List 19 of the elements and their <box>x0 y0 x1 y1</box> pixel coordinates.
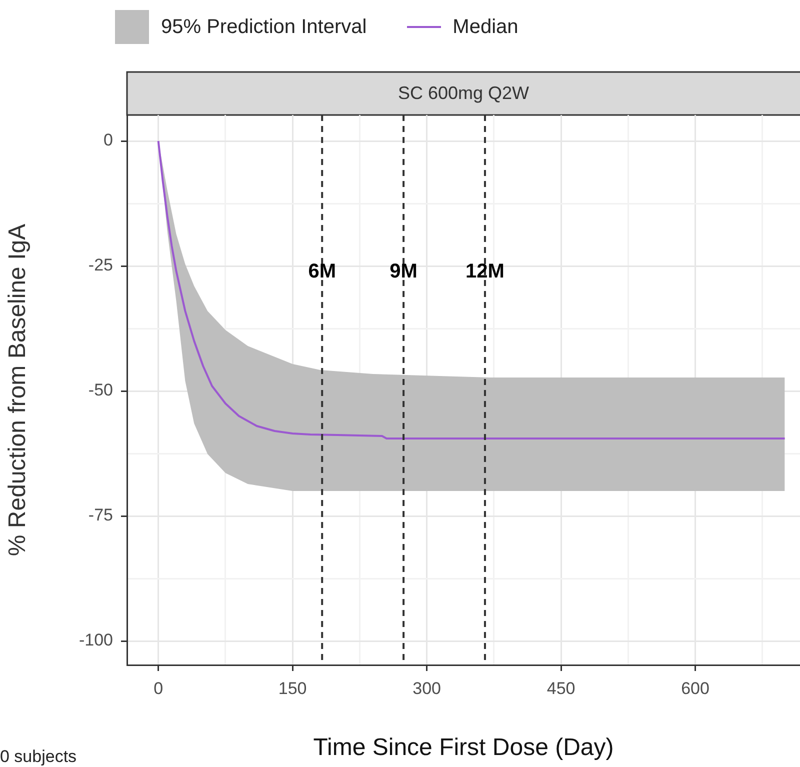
ref-line-label: 9M <box>390 260 418 282</box>
y-tick-label: -25 <box>88 256 113 275</box>
y-tick-label: -75 <box>88 506 113 525</box>
y-tick-label: -100 <box>78 630 113 650</box>
legend-label: 95% Prediction Interval <box>161 16 367 38</box>
x-tick-label: 0 <box>154 678 164 698</box>
x-tick-label: 450 <box>546 678 576 698</box>
x-tick-label: 150 <box>278 678 307 698</box>
legend-label: Median <box>452 16 518 38</box>
y-tick-label: 0 <box>104 130 113 150</box>
x-tick-label: 300 <box>412 678 441 698</box>
x-axis-title: Time Since First Dose (Day) <box>313 734 614 762</box>
chart-title: SC 600mg Q2W <box>398 82 530 103</box>
y-tick-label: -50 <box>88 380 113 400</box>
ref-line-label: 6M <box>308 260 336 282</box>
ref-line-label: 12M <box>466 260 504 282</box>
y-axis-title: % Reduction from Baseline IgA <box>4 224 32 556</box>
x-tick-label: 600 <box>681 678 710 698</box>
text: 0 subjects <box>0 747 77 767</box>
